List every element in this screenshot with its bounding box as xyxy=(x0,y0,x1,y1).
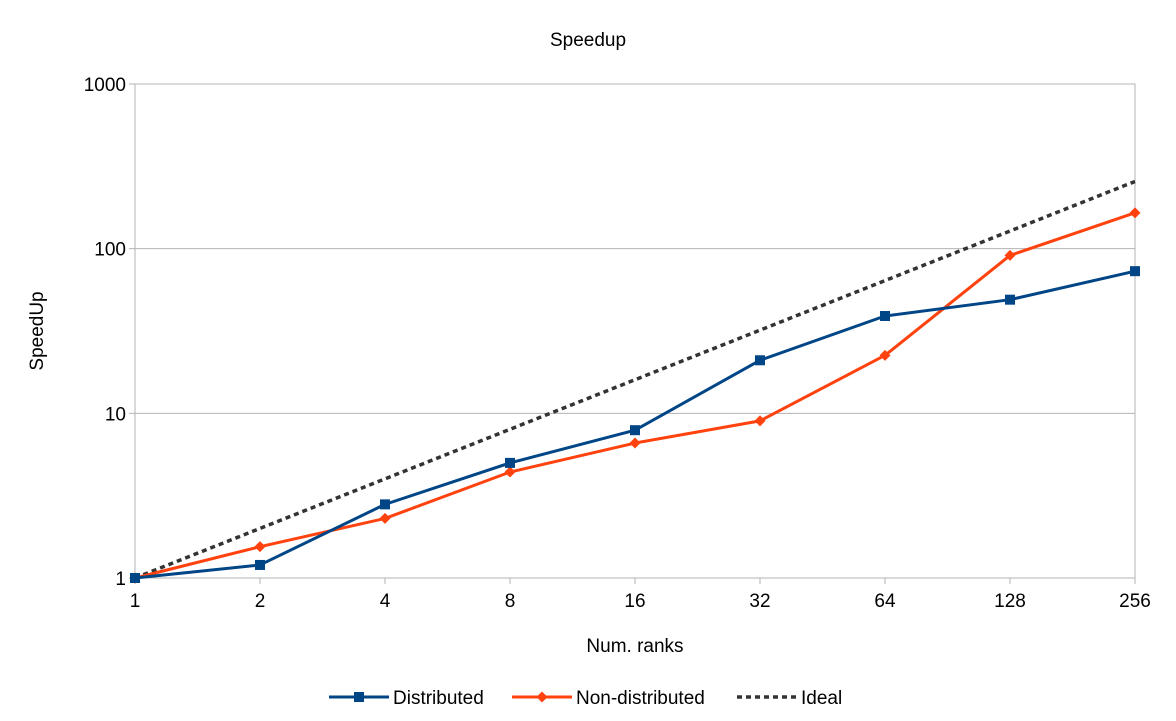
legend-item-ideal: Ideal xyxy=(737,688,842,709)
legend-label-non-distributed: Non-distributed xyxy=(576,688,705,709)
data-point-non-distributed xyxy=(879,349,891,361)
data-point-distributed xyxy=(380,499,390,510)
data-point-distributed xyxy=(255,559,265,570)
y-tick-label: 10 xyxy=(105,404,126,425)
series-distributed xyxy=(130,266,1140,583)
data-point-non-distributed xyxy=(379,512,391,524)
grid-lines xyxy=(135,83,1135,579)
x-tick-label: 2 xyxy=(255,591,266,612)
series-group xyxy=(129,179,1141,584)
legend-label-ideal: Ideal xyxy=(801,688,842,709)
x-tick-label: 64 xyxy=(874,591,896,612)
x-tick-label: 256 xyxy=(1119,591,1151,612)
data-point-non-distributed xyxy=(754,415,766,427)
x-tick-label: 4 xyxy=(380,591,391,612)
data-point-distributed xyxy=(130,573,140,583)
data-point-non-distributed xyxy=(254,541,266,553)
legend-item-non-distributed: Non-distributed xyxy=(512,688,705,709)
data-point-non-distributed xyxy=(1004,249,1016,261)
legend: Distributed Non-distributed Ideal xyxy=(329,688,842,709)
axis-ticks: 1 10 100 1000 1 2 4 8 16 32 64 128 256 xyxy=(84,75,1151,612)
legend-marker-distributed xyxy=(354,692,364,702)
data-point-distributed xyxy=(1130,266,1140,277)
x-tick-label: 8 xyxy=(505,591,516,612)
data-point-distributed xyxy=(1005,294,1015,305)
data-point-distributed xyxy=(755,355,765,366)
legend-label-distributed: Distributed xyxy=(393,688,484,709)
legend-marker-non-distributed xyxy=(536,691,548,703)
plot-area-frame xyxy=(134,83,1136,579)
x-tick-label: 128 xyxy=(994,591,1026,612)
x-axis-title: Num. ranks xyxy=(586,636,683,657)
series-non-distributed xyxy=(129,207,1141,584)
data-point-non-distributed xyxy=(629,437,641,449)
series-line-ideal xyxy=(134,179,1136,580)
legend-item-distributed: Distributed xyxy=(329,688,484,709)
series-ideal xyxy=(134,179,1136,580)
chart-title: Speedup xyxy=(550,30,626,51)
x-tick-label: 32 xyxy=(749,591,770,612)
series-line-distributed xyxy=(134,269,1136,580)
data-point-non-distributed xyxy=(504,466,516,478)
data-point-distributed xyxy=(505,457,515,468)
y-axis-title: SpeedUp xyxy=(27,291,48,370)
y-tick-label: 1 xyxy=(115,569,126,590)
x-tick-label: 1 xyxy=(130,591,141,612)
series-line-non-distributed xyxy=(134,211,1136,580)
x-tick-label: 16 xyxy=(624,591,645,612)
data-point-distributed xyxy=(880,311,890,322)
y-tick-label: 100 xyxy=(94,240,126,261)
data-point-distributed xyxy=(630,425,640,436)
y-tick-label: 1000 xyxy=(84,75,126,96)
data-point-non-distributed xyxy=(1129,207,1141,219)
